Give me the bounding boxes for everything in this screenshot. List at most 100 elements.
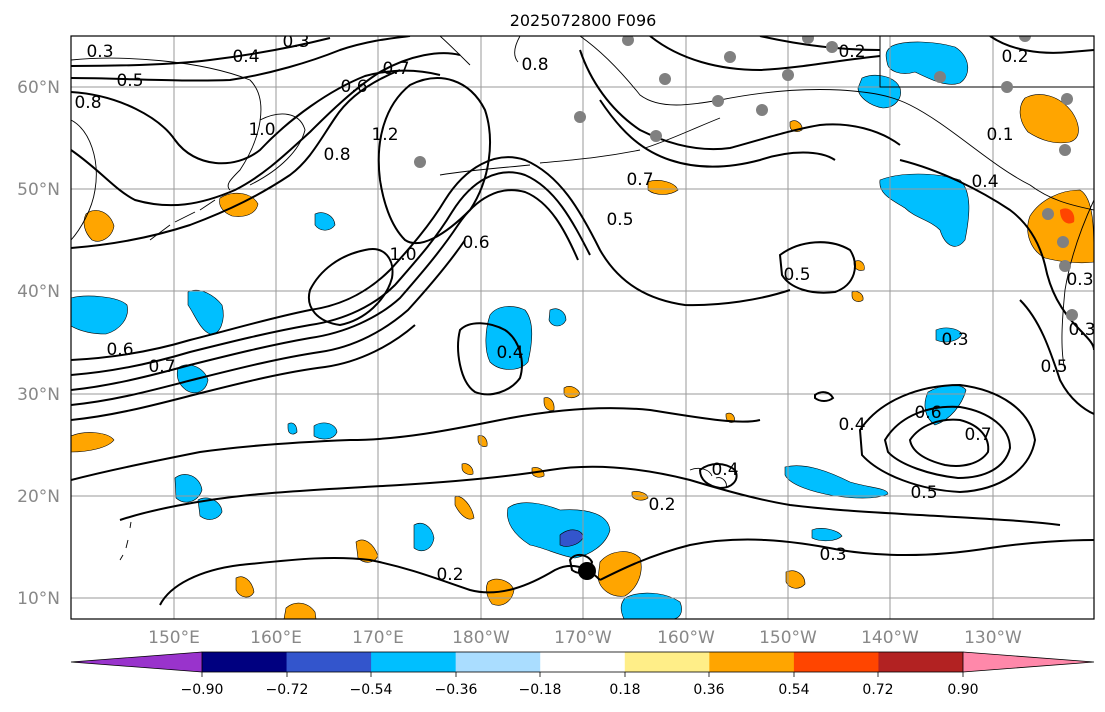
contour-line <box>814 391 835 402</box>
pos-anomaly-patch <box>851 291 864 302</box>
colorbar-extend-high <box>963 652 1094 672</box>
colorbar-tick-label: −0.54 <box>350 682 393 698</box>
contour-line <box>778 241 856 294</box>
contour-line <box>883 405 1012 480</box>
colorbar-tick-label: −0.72 <box>266 682 309 698</box>
contour-line <box>119 465 1061 526</box>
contour-line <box>858 383 1037 494</box>
contour-label: 0.4 <box>971 172 998 192</box>
lon-label-140w: 140°W <box>861 628 919 648</box>
contour-label: 0.7 <box>382 59 409 79</box>
station-dot <box>1019 36 1031 42</box>
neg-anomaly-patch <box>71 295 128 335</box>
contour-label: 1.2 <box>371 125 398 145</box>
colorbar: −0.90 −0.72 −0.54 −0.36 −0.18 0.18 0.36 … <box>70 651 1095 698</box>
contour-label: 0.4 <box>496 343 523 363</box>
contour-line <box>457 322 523 396</box>
neg-anomaly-patch <box>620 592 682 619</box>
contour-labels: 0.3 0.4 0.3 0.5 0.8 0.6 0.7 0.8 1.0 1.2 … <box>74 32 1095 585</box>
station-dot <box>826 41 838 53</box>
contour-label: 0.7 <box>626 170 653 190</box>
colorbar-segment <box>202 652 288 672</box>
lat-label-40n: 40°N <box>17 282 60 302</box>
contour-line <box>71 36 411 82</box>
neg-anomaly-patch <box>935 327 963 343</box>
pos-anomaly-patch <box>454 496 475 520</box>
station-dot <box>712 95 724 107</box>
contour-label: 0.2 <box>1001 47 1028 67</box>
contour-label: 0.4 <box>838 415 865 435</box>
contour-line <box>71 52 461 207</box>
station-dot <box>1042 208 1054 220</box>
neg-anomaly-patch <box>187 289 224 335</box>
figure-title: 2025072800 F096 <box>510 11 657 30</box>
coastlines <box>71 36 1094 561</box>
neg-anomaly-patch <box>413 522 435 551</box>
coastline-bering <box>439 36 521 66</box>
contour-line <box>568 554 594 574</box>
coastline-na-west <box>1061 199 1094 371</box>
longitude-labels: 150°E 160°E 170°E 180°W 170°W 160°W 150°… <box>148 628 1022 648</box>
contour-label: 0.3 <box>282 32 309 52</box>
contour-label: 0.6 <box>106 340 133 360</box>
neg-anomaly-patch <box>174 474 203 503</box>
pos-anomaly-patch <box>1019 94 1079 144</box>
contour-label: 0.5 <box>910 483 937 503</box>
contour-line <box>579 49 901 151</box>
pos-anomaly-patch <box>71 432 115 453</box>
colorbar-tick-label: 0.90 <box>947 682 978 698</box>
contour-label: 0.6 <box>914 403 941 423</box>
contour-label: 0.3 <box>941 330 968 350</box>
contour-label: 0.5 <box>606 210 633 230</box>
contour-label: 0.1 <box>986 125 1013 145</box>
lon-label-170w: 170°W <box>554 628 612 648</box>
lat-label-60n: 60°N <box>17 78 60 98</box>
contour-label: 0.3 <box>1068 320 1095 340</box>
pos-anomaly-patch <box>597 551 642 597</box>
colorbar-tick-label: −0.18 <box>519 682 562 698</box>
contour-label: 0.5 <box>116 71 143 91</box>
contour-label: 0.4 <box>711 460 738 480</box>
lat-label-10n: 10°N <box>17 589 60 609</box>
lat-label-20n: 20°N <box>17 487 60 507</box>
neg-anomaly-patch <box>176 364 209 393</box>
contours <box>71 36 1094 606</box>
coastline-alaska <box>579 36 1094 211</box>
pos-anomaly-patch <box>1060 208 1075 224</box>
colorbar-segment <box>371 652 457 672</box>
neg-anomaly-patch <box>314 212 336 231</box>
inset-box <box>879 36 1094 88</box>
contour-line <box>307 248 394 327</box>
colorbar-segments <box>71 652 1094 672</box>
contour-line <box>599 99 836 168</box>
station-dot <box>414 156 426 168</box>
colorbar-tick-label: 0.72 <box>862 682 893 698</box>
contour-label: 0.5 <box>1040 357 1067 377</box>
station-dot <box>934 71 946 83</box>
latitude-labels: 10°N 20°N 30°N 40°N 50°N 60°N <box>17 78 60 609</box>
shaded-anomalies <box>71 41 1094 619</box>
station-dot <box>1061 93 1073 105</box>
colorbar-segment <box>709 652 795 672</box>
lon-label-160e: 160°E <box>250 628 302 648</box>
neg-anomaly-patch <box>507 502 611 559</box>
coastline-kamchatka <box>71 119 97 241</box>
station-dot <box>622 36 634 46</box>
pos-anomaly-patch <box>283 602 317 619</box>
station-dot <box>1057 236 1069 248</box>
colorbar-segment <box>286 652 372 672</box>
neg-anomaly-patch <box>313 422 338 440</box>
colorbar-outline-right <box>962 651 1095 673</box>
lon-label-150e: 150°E <box>148 628 200 648</box>
coastline-asia <box>71 57 262 191</box>
station-dot <box>574 111 586 123</box>
station-dot <box>1059 260 1071 272</box>
contour-label: 0.2 <box>838 42 865 62</box>
neg-anomaly-patch <box>197 497 223 520</box>
station-dot <box>802 36 814 44</box>
coastline-kuril <box>149 199 216 241</box>
station-dot <box>724 51 736 63</box>
contour-label: 1.0 <box>389 245 416 265</box>
colorbar-segment <box>624 652 710 672</box>
contour-line <box>908 418 990 467</box>
